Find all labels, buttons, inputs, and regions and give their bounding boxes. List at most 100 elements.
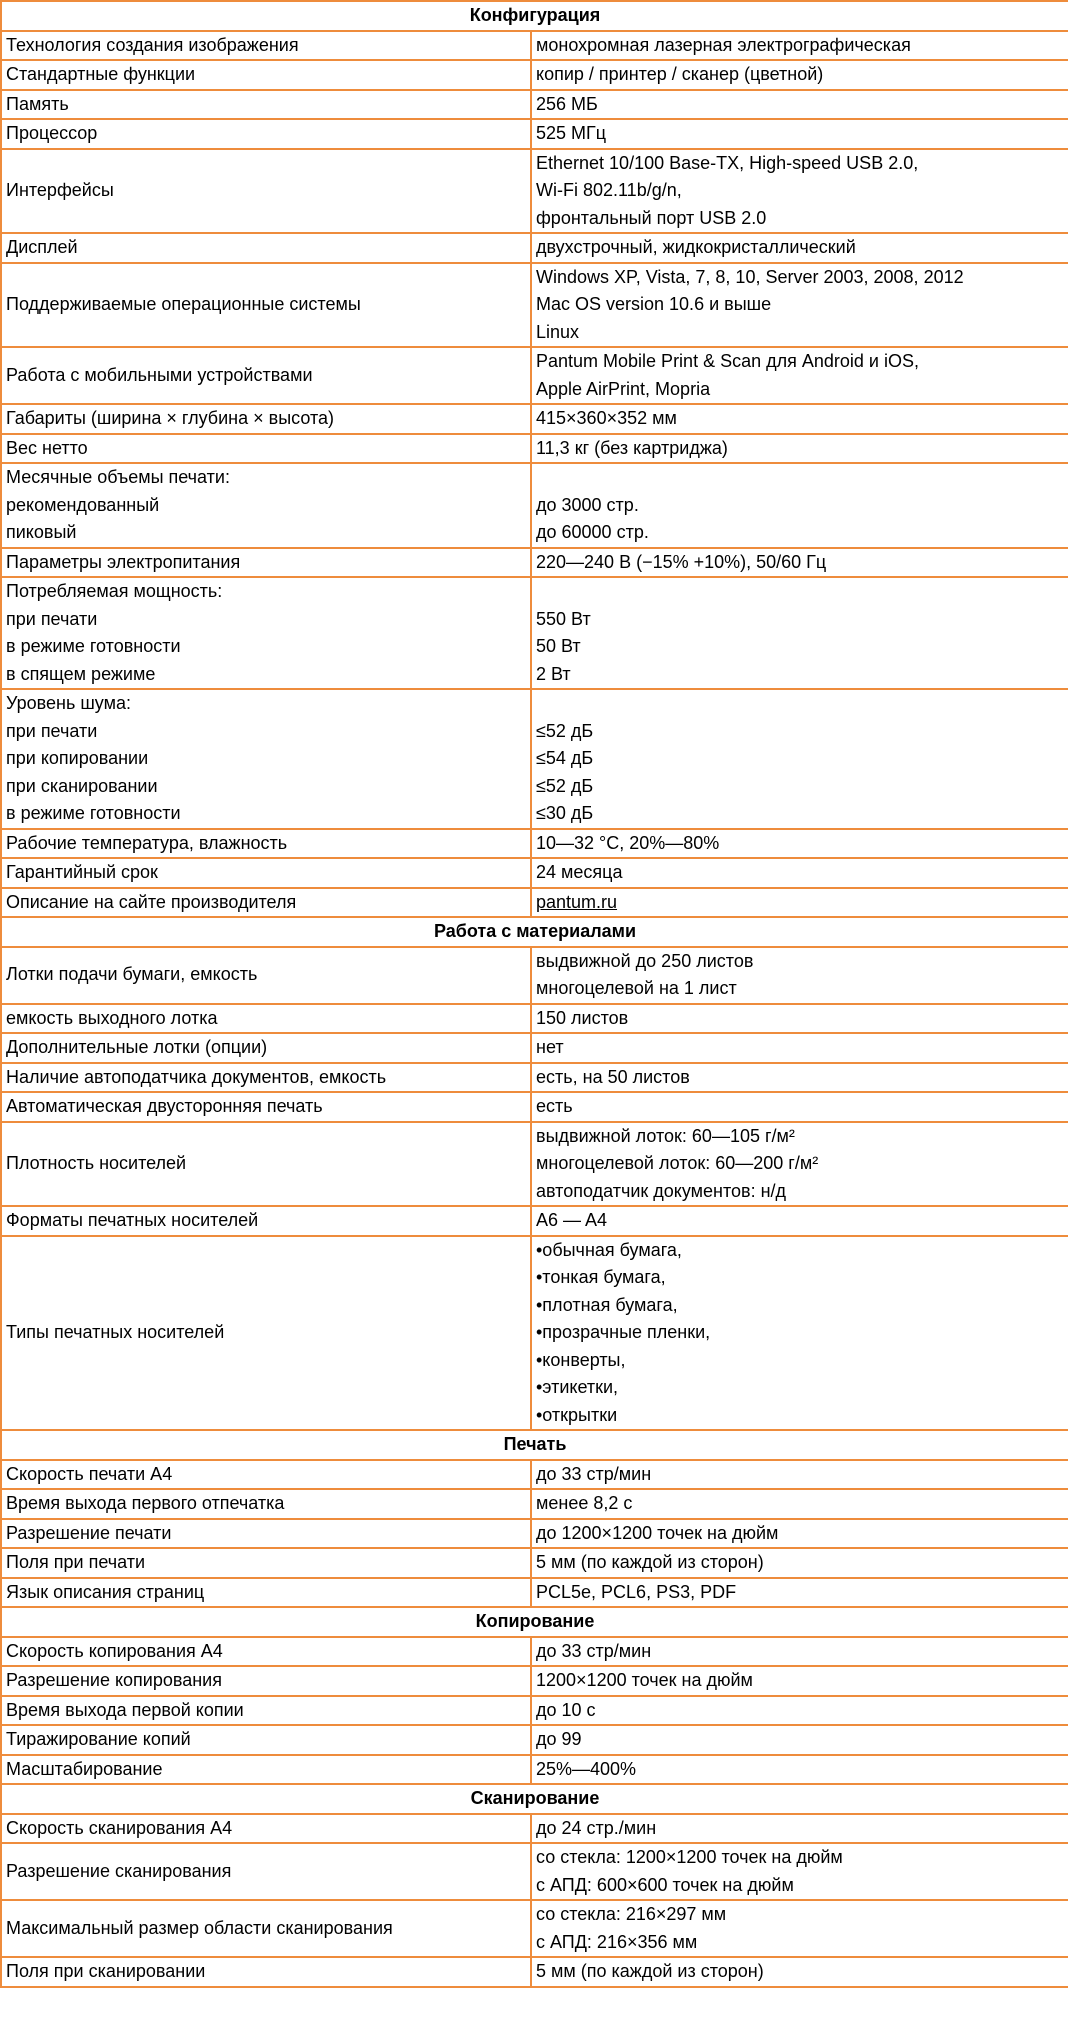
section-title: Копирование — [0, 1606, 1068, 1638]
link[interactable]: pantum.ru — [536, 891, 618, 912]
label-line: Разрешение копирования — [6, 1670, 222, 1690]
spec-row: Типы печатных носителей •обычная бумага, •… — [0, 1234, 1068, 1431]
value-line: выдвижной до 250 листов — [536, 950, 754, 971]
value-line: Ethernet 10/100 Base-TX, High-speed USB … — [536, 152, 919, 173]
value-line: A6 — A4 — [536, 1210, 608, 1230]
label-line: Поддерживаемые операционные системы — [6, 294, 361, 314]
spec-value: 150 листов — [530, 1002, 1068, 1034]
value-line: •конверты, — [536, 1349, 626, 1370]
section-title: Работа с материалами — [0, 916, 1068, 948]
spec-label: Дисплей — [0, 232, 532, 264]
value-line: •обычная бумага, — [536, 1239, 682, 1260]
spec-row: Скорость печати A4 до 33 стр/мин — [0, 1458, 1068, 1490]
value-line: Windows XP, Vista, 7, 8, 10, Server 2003… — [536, 266, 964, 287]
spec-row: Разрешение печати до 1200×1200 точек на д… — [0, 1517, 1068, 1549]
spec-label: Потребляемая мощность: при печати в режиме… — [0, 576, 532, 690]
value-line: •открытки — [536, 1404, 618, 1425]
value-line: Linux — [536, 321, 580, 342]
table-body: Конфигурация Технология создания изображе… — [0, 0, 1068, 1988]
label-line: емкость выходного лотка — [6, 1007, 218, 1028]
value-line: PCL5e, PCL6, PS3, PDF — [536, 1581, 737, 1602]
spec-value: со стекла: 216×297 мм с АПД: 216×356 мм — [530, 1899, 1068, 1958]
label-line: при печати — [6, 608, 98, 629]
spec-row: Процессор 525 МГц — [0, 118, 1068, 150]
label-line: Наличие автоподатчика документов, емкост… — [6, 1066, 387, 1087]
value-line: монохромная лазерная электрографическая — [536, 34, 911, 55]
spec-row: Работа с мобильными устройствами Pantum M… — [0, 346, 1068, 405]
spec-label: Стандартные функции — [0, 59, 532, 91]
spec-value: Pantum Mobile Print & Scan для Android и… — [530, 346, 1068, 405]
spec-label: Технология создания изображения — [0, 29, 532, 61]
spec-label: Поддерживаемые операционные системы — [0, 261, 532, 348]
label-line: Поля при печати — [6, 1552, 146, 1572]
spec-value: 11,3 кг (без картриджа) — [530, 432, 1068, 464]
value-line: Apple AirPrint, Mopria — [536, 378, 711, 399]
spec-row: Габариты (ширина × глубина × высота) 415×… — [0, 403, 1068, 435]
label-line: Скорость копирования A4 — [6, 1640, 223, 1661]
spec-value: двухстрочный, жидкокристаллический — [530, 232, 1068, 264]
spec-label: Месячные объемы печати: рекомендованный пи… — [0, 462, 532, 549]
label-line: Скорость печати A4 — [6, 1463, 173, 1484]
section-row: Копирование — [0, 1606, 1068, 1638]
section-row: Печать — [0, 1429, 1068, 1461]
spec-row: Наличие автоподатчика документов, емкост… — [0, 1061, 1068, 1093]
spec-label: Интерфейсы — [0, 147, 532, 234]
spec-row: Время выхода первого отпечатка менее 8,2 … — [0, 1488, 1068, 1520]
spec-row: Масштабирование 25%—400% — [0, 1753, 1068, 1785]
label-line: Месячные объемы печати: — [6, 467, 230, 487]
spec-row: Поля при сканировании 5 мм (по каждой из … — [0, 1956, 1068, 1988]
spec-value: монохромная лазерная электрографическая — [530, 29, 1068, 61]
spec-row: Лотки подачи бумаги, емкость выдвижной до… — [0, 945, 1068, 1005]
spec-value: копир / принтер / сканер (цветной) — [530, 59, 1068, 91]
spec-value: нет — [530, 1032, 1068, 1064]
spec-label: Рабочие температура, влажность — [0, 827, 532, 859]
spec-value: •обычная бумага, •тонкая бумага, •плотная … — [530, 1234, 1068, 1431]
label-line: Лотки подачи бумаги, емкость — [6, 964, 258, 985]
spec-row: Тиражирование копий до 99 — [0, 1724, 1068, 1756]
label-line: Поля при сканировании — [6, 1961, 206, 1981]
spec-value: до 3000 стр. до 60000 стр. — [530, 462, 1068, 549]
value-line: Mac OS version 10.6 и выше — [536, 294, 772, 314]
spec-row: емкость выходного лотка 150 листов — [0, 1002, 1068, 1034]
spec-label: Память — [0, 88, 532, 120]
value-line: ≤54 дБ — [536, 748, 594, 768]
value-line: 24 месяца — [536, 862, 623, 882]
label-line: Форматы печатных носителей — [6, 1210, 259, 1230]
label-line: Дисплей — [6, 237, 78, 257]
spec-row: Уровень шума: при печати при копировании пр… — [0, 688, 1068, 830]
spec-value: pantum.ru — [530, 886, 1068, 918]
label-line: Дополнительные лотки (опции) — [6, 1037, 268, 1057]
value-line: •плотная бумага, — [536, 1294, 678, 1315]
spec-value: со стекла: 1200×1200 точек на дюйм с АПД:… — [530, 1842, 1068, 1901]
spec-value: 525 МГц — [530, 118, 1068, 150]
spec-row: Поддерживаемые операционные системы Windo… — [0, 261, 1068, 348]
value-line: есть — [536, 1096, 573, 1116]
spec-label: Описание на сайте производителя — [0, 886, 532, 918]
label-line: Автоматическая двусторонняя печать — [6, 1096, 323, 1116]
spec-value: 5 мм (по каждой из сторон) — [530, 1547, 1068, 1579]
section-row: Работа с материалами — [0, 916, 1068, 948]
section-row: Конфигурация — [0, 0, 1068, 32]
spec-label: Уровень шума: при печати при копировании пр… — [0, 688, 532, 830]
spec-label: Разрешение сканирования — [0, 1842, 532, 1901]
spec-row: Форматы печатных носителей A6 — A4 — [0, 1205, 1068, 1237]
value-line: Wi-Fi 802.11b/g/n, — [536, 180, 682, 200]
value-line: 150 листов — [536, 1007, 629, 1028]
spec-label: Скорость копирования A4 — [0, 1635, 532, 1667]
spec-row: Гарантийный срок 24 месяца — [0, 857, 1068, 889]
value-line: фронтальный порт USB 2.0 — [536, 207, 767, 228]
spec-value: до 33 стр/мин — [530, 1635, 1068, 1667]
label-line: Интерфейсы — [6, 180, 114, 200]
label-line: Технология создания изображения — [6, 34, 299, 55]
spec-value: 550 Вт 50 Вт 2 Вт — [530, 576, 1068, 690]
spec-value: 256 МБ — [530, 88, 1068, 120]
label-line: пиковый — [6, 522, 77, 542]
label-line: Габариты (ширина × глубина × высота) — [6, 408, 334, 428]
value-line: копир / принтер / сканер (цветной) — [536, 64, 824, 84]
value-line: есть, на 50 листов — [536, 1066, 690, 1087]
spec-label: Типы печатных носителей — [0, 1234, 532, 1431]
value-line: менее 8,2 с — [536, 1493, 633, 1513]
spec-label: Язык описания страниц — [0, 1576, 532, 1608]
value-line: до 60000 стр. — [536, 522, 649, 542]
